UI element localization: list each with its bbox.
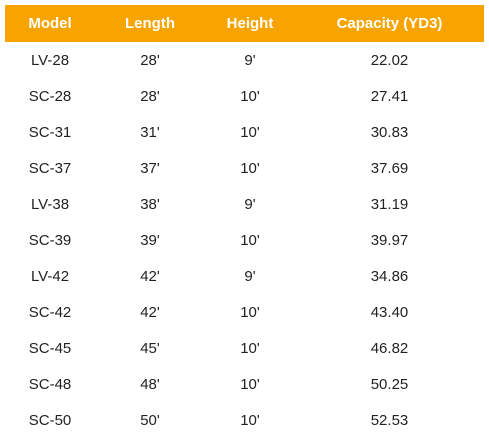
- table-cell: 10': [240, 339, 260, 357]
- table-cell: 37.69: [370, 159, 409, 177]
- table-cell: SC-31: [28, 123, 72, 141]
- table-cell: 52.53: [370, 411, 409, 429]
- table-cell: 48': [140, 375, 160, 393]
- table-row: SC-45 45' 10' 46.82: [5, 330, 484, 366]
- table-cell: 39.97: [370, 231, 409, 249]
- table-cell: 43.40: [370, 303, 409, 321]
- table-cell: 10': [240, 159, 260, 177]
- capacity-table: Model Length Height Capacity (YD3) LV-28 28'…: [5, 5, 484, 438]
- table-row: SC-42 42' 10' 43.40: [5, 294, 484, 330]
- table-cell: 37': [140, 159, 160, 177]
- table-cell: SC-50: [28, 411, 72, 429]
- table-row: SC-50 50' 10' 52.53: [5, 402, 484, 438]
- table-cell: SC-37: [28, 159, 72, 177]
- table-cell: SC-28: [28, 87, 72, 105]
- table-cell: 50.25: [370, 375, 409, 393]
- table-cell: 10': [240, 375, 260, 393]
- table-cell: 10': [240, 411, 260, 429]
- header-row: Model Length Height Capacity (YD3): [5, 5, 484, 42]
- header-cell: Model: [5, 5, 95, 42]
- table-row: SC-28 28' 10' 27.41: [5, 78, 484, 114]
- table-cell: 10': [240, 303, 260, 321]
- table-cell: 10': [240, 231, 260, 249]
- table-row: LV-42 42' 9' 34.86: [5, 258, 484, 294]
- header-cell: Height: [205, 5, 295, 42]
- table-cell: 10': [240, 123, 260, 141]
- table-cell: SC-48: [28, 375, 72, 393]
- table-cell: 31': [140, 123, 160, 141]
- table-header: Model Length Height Capacity (YD3): [5, 5, 484, 42]
- table-row: SC-37 37' 10' 37.69: [5, 150, 484, 186]
- table-cell: 46.82: [370, 339, 409, 357]
- table-cell: LV-38: [30, 195, 70, 213]
- table-row: LV-38 38' 9' 31.19: [5, 186, 484, 222]
- table-cell: SC-45: [28, 339, 72, 357]
- table-cell: 38': [140, 195, 160, 213]
- table-cell: 39': [140, 231, 160, 249]
- table-row: SC-31 31' 10' 30.83: [5, 114, 484, 150]
- table-cell: SC-42: [28, 303, 72, 321]
- table-cell: 22.02: [370, 51, 409, 69]
- table-cell: 42': [140, 267, 160, 285]
- table-cell: LV-28: [30, 51, 70, 69]
- table-cell: SC-39: [28, 231, 72, 249]
- table-cell: LV-42: [30, 267, 70, 285]
- table-row: LV-28 28' 9' 22.02: [5, 42, 484, 78]
- table-row: SC-48 48' 10' 50.25: [5, 366, 484, 402]
- table-row: SC-39 39' 10' 39.97: [5, 222, 484, 258]
- table-cell: 42': [140, 303, 160, 321]
- table-cell: 27.41: [370, 87, 409, 105]
- table-cell: 9': [244, 267, 256, 285]
- table-cell: 31.19: [370, 195, 409, 213]
- table-cell: 10': [240, 87, 260, 105]
- table-cell: 50': [140, 411, 160, 429]
- table-cell: 30.83: [370, 123, 409, 141]
- table-cell: 28': [140, 51, 160, 69]
- table-cell: 45': [140, 339, 160, 357]
- table-cell: 9': [244, 51, 256, 69]
- header-cell: Length: [95, 5, 205, 42]
- table-cell: 34.86: [370, 267, 409, 285]
- header-cell: Capacity (YD3): [295, 5, 484, 42]
- table-cell: 28': [140, 87, 160, 105]
- table-body: LV-28 28' 9' 22.02 SC-28 28' 10' 27.41 SC-31 31' 1…: [5, 42, 484, 438]
- table-cell: 9': [244, 195, 256, 213]
